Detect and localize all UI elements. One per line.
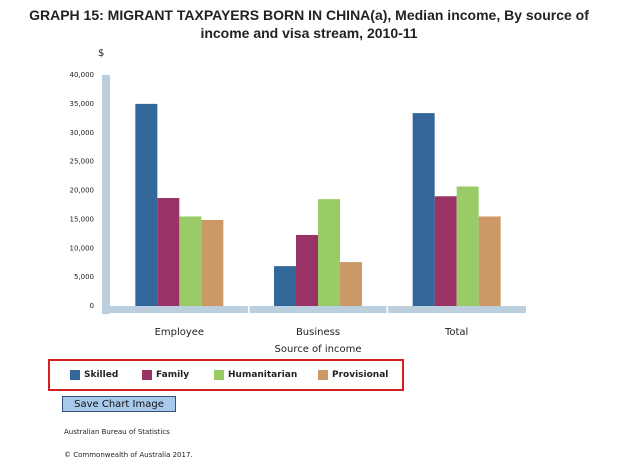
bar-provisional-business (340, 262, 362, 306)
x-axis-label: Source of income (275, 344, 362, 355)
legend-label: Family (156, 370, 190, 380)
bar-provisional-employee (201, 219, 224, 306)
legend-item-skilled: Skilled (70, 370, 118, 380)
y-tick-label: 25,000 (70, 158, 95, 166)
y-axis-band (102, 75, 110, 314)
x-category-label: Employee (155, 327, 205, 338)
footer-copyright: © Commonwealth of Australia 2017. (64, 451, 193, 459)
bar-skilled-total (412, 113, 435, 307)
y-tick-label: 35,000 (70, 100, 95, 108)
x-category-label: Business (296, 327, 340, 338)
y-tick-label: 10,000 (70, 244, 95, 252)
bar-provisional-total (478, 216, 501, 306)
y-tick-label: 40,000 (70, 71, 95, 79)
legend-swatch (318, 370, 328, 380)
bar-chart: 0 5,000 10,000 15,000 20,000 25,000 30,000 35,0… (70, 48, 526, 355)
bar-family-employee (157, 198, 180, 306)
y-axis-label: $ (98, 48, 104, 59)
bar-skilled-business (274, 266, 296, 306)
y-tick-label: 5,000 (74, 273, 94, 281)
legend-swatch (214, 370, 224, 380)
chart-title: GRAPH 15: MIGRANT TAXPAYERS BORN IN CHIN… (29, 7, 589, 41)
bar-family-business (296, 234, 318, 306)
y-tick-label: 0 (90, 302, 94, 310)
legend-label: Skilled (84, 370, 119, 380)
x-category-labels: Employee Business Total (155, 327, 469, 338)
bars (135, 103, 501, 307)
x-axis-band (102, 306, 526, 313)
bar-humanitarian-employee (179, 216, 202, 306)
x-category-label: Total (444, 327, 468, 338)
legend-label: Provisional (332, 370, 389, 380)
bar-skilled-employee (135, 103, 158, 306)
chart-legend: Skilled Family Humanitarian Provisional (48, 359, 404, 391)
chart-axes (102, 75, 526, 314)
legend-label: Humanitarian (228, 370, 298, 380)
legend-item-provisional: Provisional (318, 370, 388, 380)
legend-item-family: Family (142, 370, 189, 380)
y-tick-label: 20,000 (70, 187, 95, 195)
y-tick-label: 15,000 (70, 215, 95, 223)
footer-source: Australian Bureau of Statistics (64, 428, 170, 436)
bar-humanitarian-total (456, 186, 479, 306)
legend-item-humanitarian: Humanitarian (214, 370, 297, 380)
save-chart-image-button[interactable]: Save Chart Image (62, 396, 176, 412)
legend-swatch (70, 370, 80, 380)
legend-swatch (142, 370, 152, 380)
y-tick-label: 30,000 (70, 129, 95, 137)
y-tick-labels: 0 5,000 10,000 15,000 20,000 25,000 30,000 35,0… (70, 71, 95, 310)
bar-family-total (434, 196, 457, 306)
bar-humanitarian-business (318, 199, 340, 306)
